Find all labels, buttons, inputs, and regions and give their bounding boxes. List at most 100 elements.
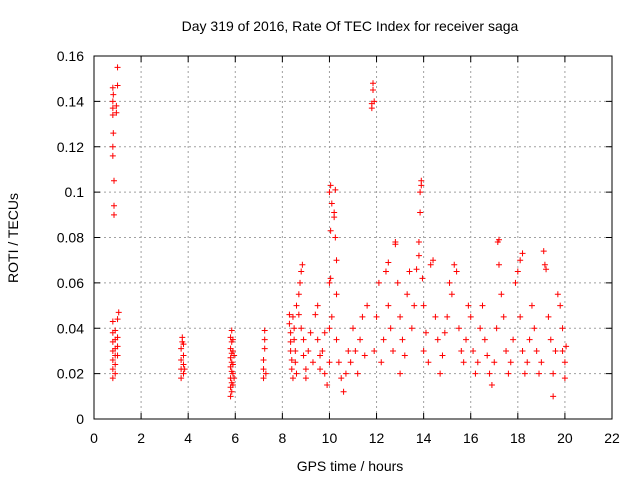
x-tick-label: 12 xyxy=(369,430,385,446)
data-point xyxy=(309,359,316,366)
data-point xyxy=(327,182,334,189)
data-point xyxy=(328,313,335,320)
data-point xyxy=(111,202,118,209)
x-tick-label: 6 xyxy=(231,430,239,446)
data-point xyxy=(302,366,309,373)
data-point xyxy=(300,336,307,343)
data-point xyxy=(495,261,502,268)
data-point xyxy=(417,209,424,216)
y-tick-label: 0.12 xyxy=(57,139,84,155)
data-point xyxy=(261,327,268,334)
data-point xyxy=(109,143,116,150)
data-point xyxy=(375,279,382,286)
data-point xyxy=(561,359,568,366)
data-point xyxy=(550,370,557,377)
data-point xyxy=(112,361,119,368)
data-point xyxy=(472,370,479,377)
data-point xyxy=(561,375,568,382)
x-axis-label: GPS time / hours xyxy=(297,458,404,474)
data-point xyxy=(427,261,434,268)
data-point xyxy=(350,325,356,332)
data-point xyxy=(293,302,300,309)
data-point xyxy=(178,357,185,364)
data-points xyxy=(109,64,570,400)
data-point xyxy=(109,375,116,382)
data-point xyxy=(467,313,474,320)
data-point xyxy=(295,291,302,298)
data-point xyxy=(559,347,566,354)
data-point xyxy=(451,261,458,268)
data-point xyxy=(227,354,234,361)
data-point xyxy=(298,268,305,275)
data-point xyxy=(408,325,415,332)
data-point xyxy=(370,80,377,87)
data-point xyxy=(357,336,364,343)
data-point xyxy=(455,325,462,332)
data-point xyxy=(536,370,543,377)
data-point xyxy=(228,327,235,334)
data-point xyxy=(332,186,339,193)
y-tick-label: 0.04 xyxy=(57,320,84,336)
data-point xyxy=(437,370,444,377)
data-point xyxy=(411,302,418,309)
data-point xyxy=(109,152,116,159)
data-point xyxy=(514,268,521,275)
data-point xyxy=(394,279,401,286)
data-point xyxy=(111,177,118,184)
data-point xyxy=(288,366,295,373)
data-point xyxy=(110,91,117,98)
data-point xyxy=(470,347,477,354)
data-point xyxy=(397,370,404,377)
data-point xyxy=(307,329,314,336)
data-point xyxy=(453,268,460,275)
data-point xyxy=(260,375,267,382)
x-tick-label: 4 xyxy=(184,430,192,446)
data-point xyxy=(541,261,548,268)
data-point xyxy=(370,87,377,94)
data-point xyxy=(430,257,437,264)
data-point xyxy=(115,309,122,316)
data-point xyxy=(113,109,120,116)
data-point xyxy=(458,347,465,354)
data-point xyxy=(299,261,306,268)
data-point xyxy=(361,352,368,359)
data-point xyxy=(417,189,424,196)
x-tick-label: 2 xyxy=(137,430,145,446)
data-point xyxy=(111,211,118,218)
data-point xyxy=(444,313,451,320)
data-point xyxy=(540,248,547,255)
data-point xyxy=(261,345,268,352)
data-point xyxy=(524,359,531,366)
data-point xyxy=(305,347,312,354)
data-point xyxy=(526,336,533,343)
data-point xyxy=(420,302,427,309)
x-tick-label: 18 xyxy=(510,430,526,446)
y-tick-label: 0.08 xyxy=(57,230,84,246)
data-point xyxy=(181,366,188,373)
data-point xyxy=(439,352,446,359)
data-point xyxy=(260,366,267,373)
data-point xyxy=(327,275,334,282)
data-point xyxy=(114,82,121,89)
data-point xyxy=(401,352,408,359)
data-point xyxy=(359,313,366,320)
data-point xyxy=(446,279,453,286)
data-point xyxy=(517,257,524,264)
data-point xyxy=(387,325,394,332)
data-point xyxy=(519,250,526,257)
data-point xyxy=(114,64,121,71)
data-point xyxy=(231,375,238,382)
data-point xyxy=(328,200,335,207)
data-point xyxy=(552,347,559,354)
data-point xyxy=(112,327,119,334)
data-point xyxy=(484,352,491,359)
data-point xyxy=(288,357,295,364)
data-point xyxy=(494,239,501,246)
data-point xyxy=(179,334,186,341)
data-point xyxy=(302,375,309,382)
data-point xyxy=(385,259,392,266)
data-point xyxy=(297,279,304,286)
data-point xyxy=(300,352,307,359)
data-point xyxy=(229,381,236,388)
